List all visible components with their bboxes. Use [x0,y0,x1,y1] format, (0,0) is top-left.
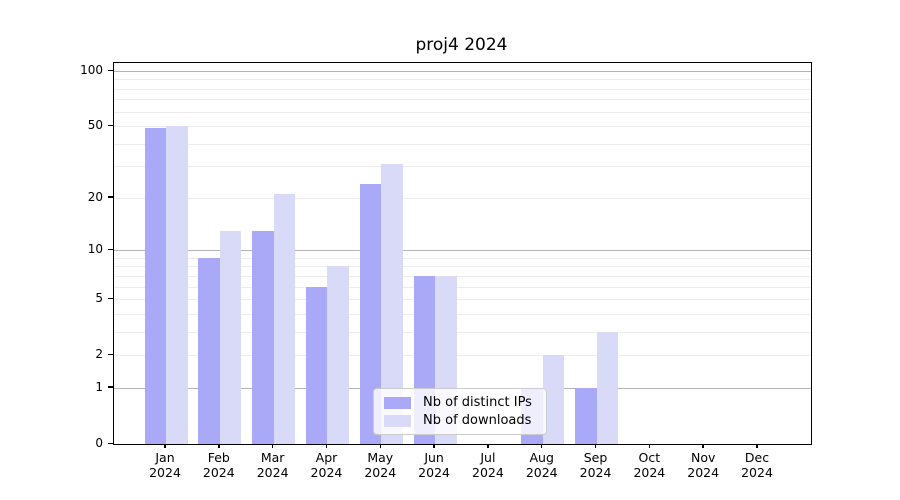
xtick-label-sep: Sep 2024 [579,450,612,480]
xtick-label-aug: Aug 2024 [525,450,558,480]
bar-sep-downloads [596,331,619,444]
chart-title: proj4 2024 [415,35,508,55]
gridline-y-8 [114,266,811,268]
ytick-label-100: 100 [80,63,103,77]
ytick-label-10: 10 [87,242,103,257]
gridline-y-80 [114,88,811,90]
gridline-y-100 [114,71,811,72]
xtick-mark-nov [702,444,704,448]
gridline-y-60 [114,111,811,113]
gridline-y-50 [114,126,811,128]
xtick-mark-oct [648,444,651,448]
legend-label-distinct-ips: Nb of distinct IPs [423,395,532,410]
gridline-y-5 [114,299,811,301]
gridline-y-6 [114,286,811,288]
xtick-mark-aug [541,444,543,448]
bar-may-downloads [381,163,403,444]
xtick-mark-jul [487,444,489,448]
xtick-mark-dec [756,444,758,448]
gridline-y-9 [114,257,811,259]
legend-entry-downloads: Nb of downloads [384,412,538,430]
ytick-mark-20 [108,196,113,198]
xtick-label-may: May 2024 [364,450,397,480]
xtick-label-jan: Jan 2024 [149,450,181,480]
ytick-mark-10 [108,248,113,251]
gridline-y-90 [114,79,811,81]
xtick-label-dec: Dec 2024 [741,450,773,480]
xtick-label-jul: Jul 2024 [472,450,504,480]
legend-entry-distinct-ips: Nb of distinct IPs [384,394,538,412]
gridline-y-20 [114,197,811,199]
legend-swatch-downloads [384,415,411,427]
bar-mar-downloads [273,194,296,444]
ytick-mark-2 [108,353,113,356]
xtick-mark-jun [433,444,435,448]
bar-may-distinct-ips [359,183,382,444]
plot-area [113,62,812,445]
gridline-y-4 [114,313,811,315]
ytick-label-5: 5 [95,291,103,306]
ytick-mark-100 [108,69,113,71]
gridline-y-10 [114,250,811,252]
bar-feb-distinct-ips [198,257,220,444]
xtick-label-feb: Feb 2024 [202,450,235,480]
ytick-mark-1 [108,386,113,388]
ytick-mark-5 [108,297,113,300]
gridline-y-2 [114,355,811,357]
bar-apr-distinct-ips [305,286,328,444]
gridline-y-70 [114,99,811,101]
xtick-mark-may [379,444,381,448]
bar-apr-downloads [327,266,349,444]
bar-aug-downloads [542,355,565,444]
xtick-mark-jan [164,444,166,448]
legend: Nb of distinct IPs Nb of downloads [373,388,547,435]
ytick-mark-0 [108,442,113,444]
xtick-mark-sep [594,444,597,448]
ytick-label-50: 50 [87,118,103,133]
gridline-y-7 [114,275,811,277]
bar-mar-distinct-ips [252,230,274,444]
bar-sep-distinct-ips [575,387,597,444]
bar-feb-downloads [219,230,242,444]
xtick-mark-apr [325,444,328,448]
xtick-mark-feb [218,444,220,448]
legend-label-downloads: Nb of downloads [423,413,532,428]
ytick-label-20: 20 [87,189,103,204]
bar-jan-distinct-ips [144,127,166,444]
ytick-label-1: 1 [95,379,103,394]
xtick-label-mar: Mar 2024 [256,450,289,480]
gridline-y-40 [114,143,811,145]
ytick-label-0: 0 [95,436,103,450]
xtick-label-apr: Apr 2024 [310,450,343,480]
gridline-y-30 [114,166,811,168]
legend-swatch-distinct-ips [384,397,411,409]
xtick-label-jun: Jun 2024 [418,450,450,480]
ytick-label-2: 2 [95,347,103,362]
ytick-mark-50 [108,124,113,127]
bar-jan-downloads [166,126,188,444]
xtick-label-oct: Oct 2024 [633,450,666,480]
xtick-label-nov: Nov 2024 [687,450,720,480]
gridline-y-3 [114,331,811,333]
xtick-mark-mar [271,444,274,448]
